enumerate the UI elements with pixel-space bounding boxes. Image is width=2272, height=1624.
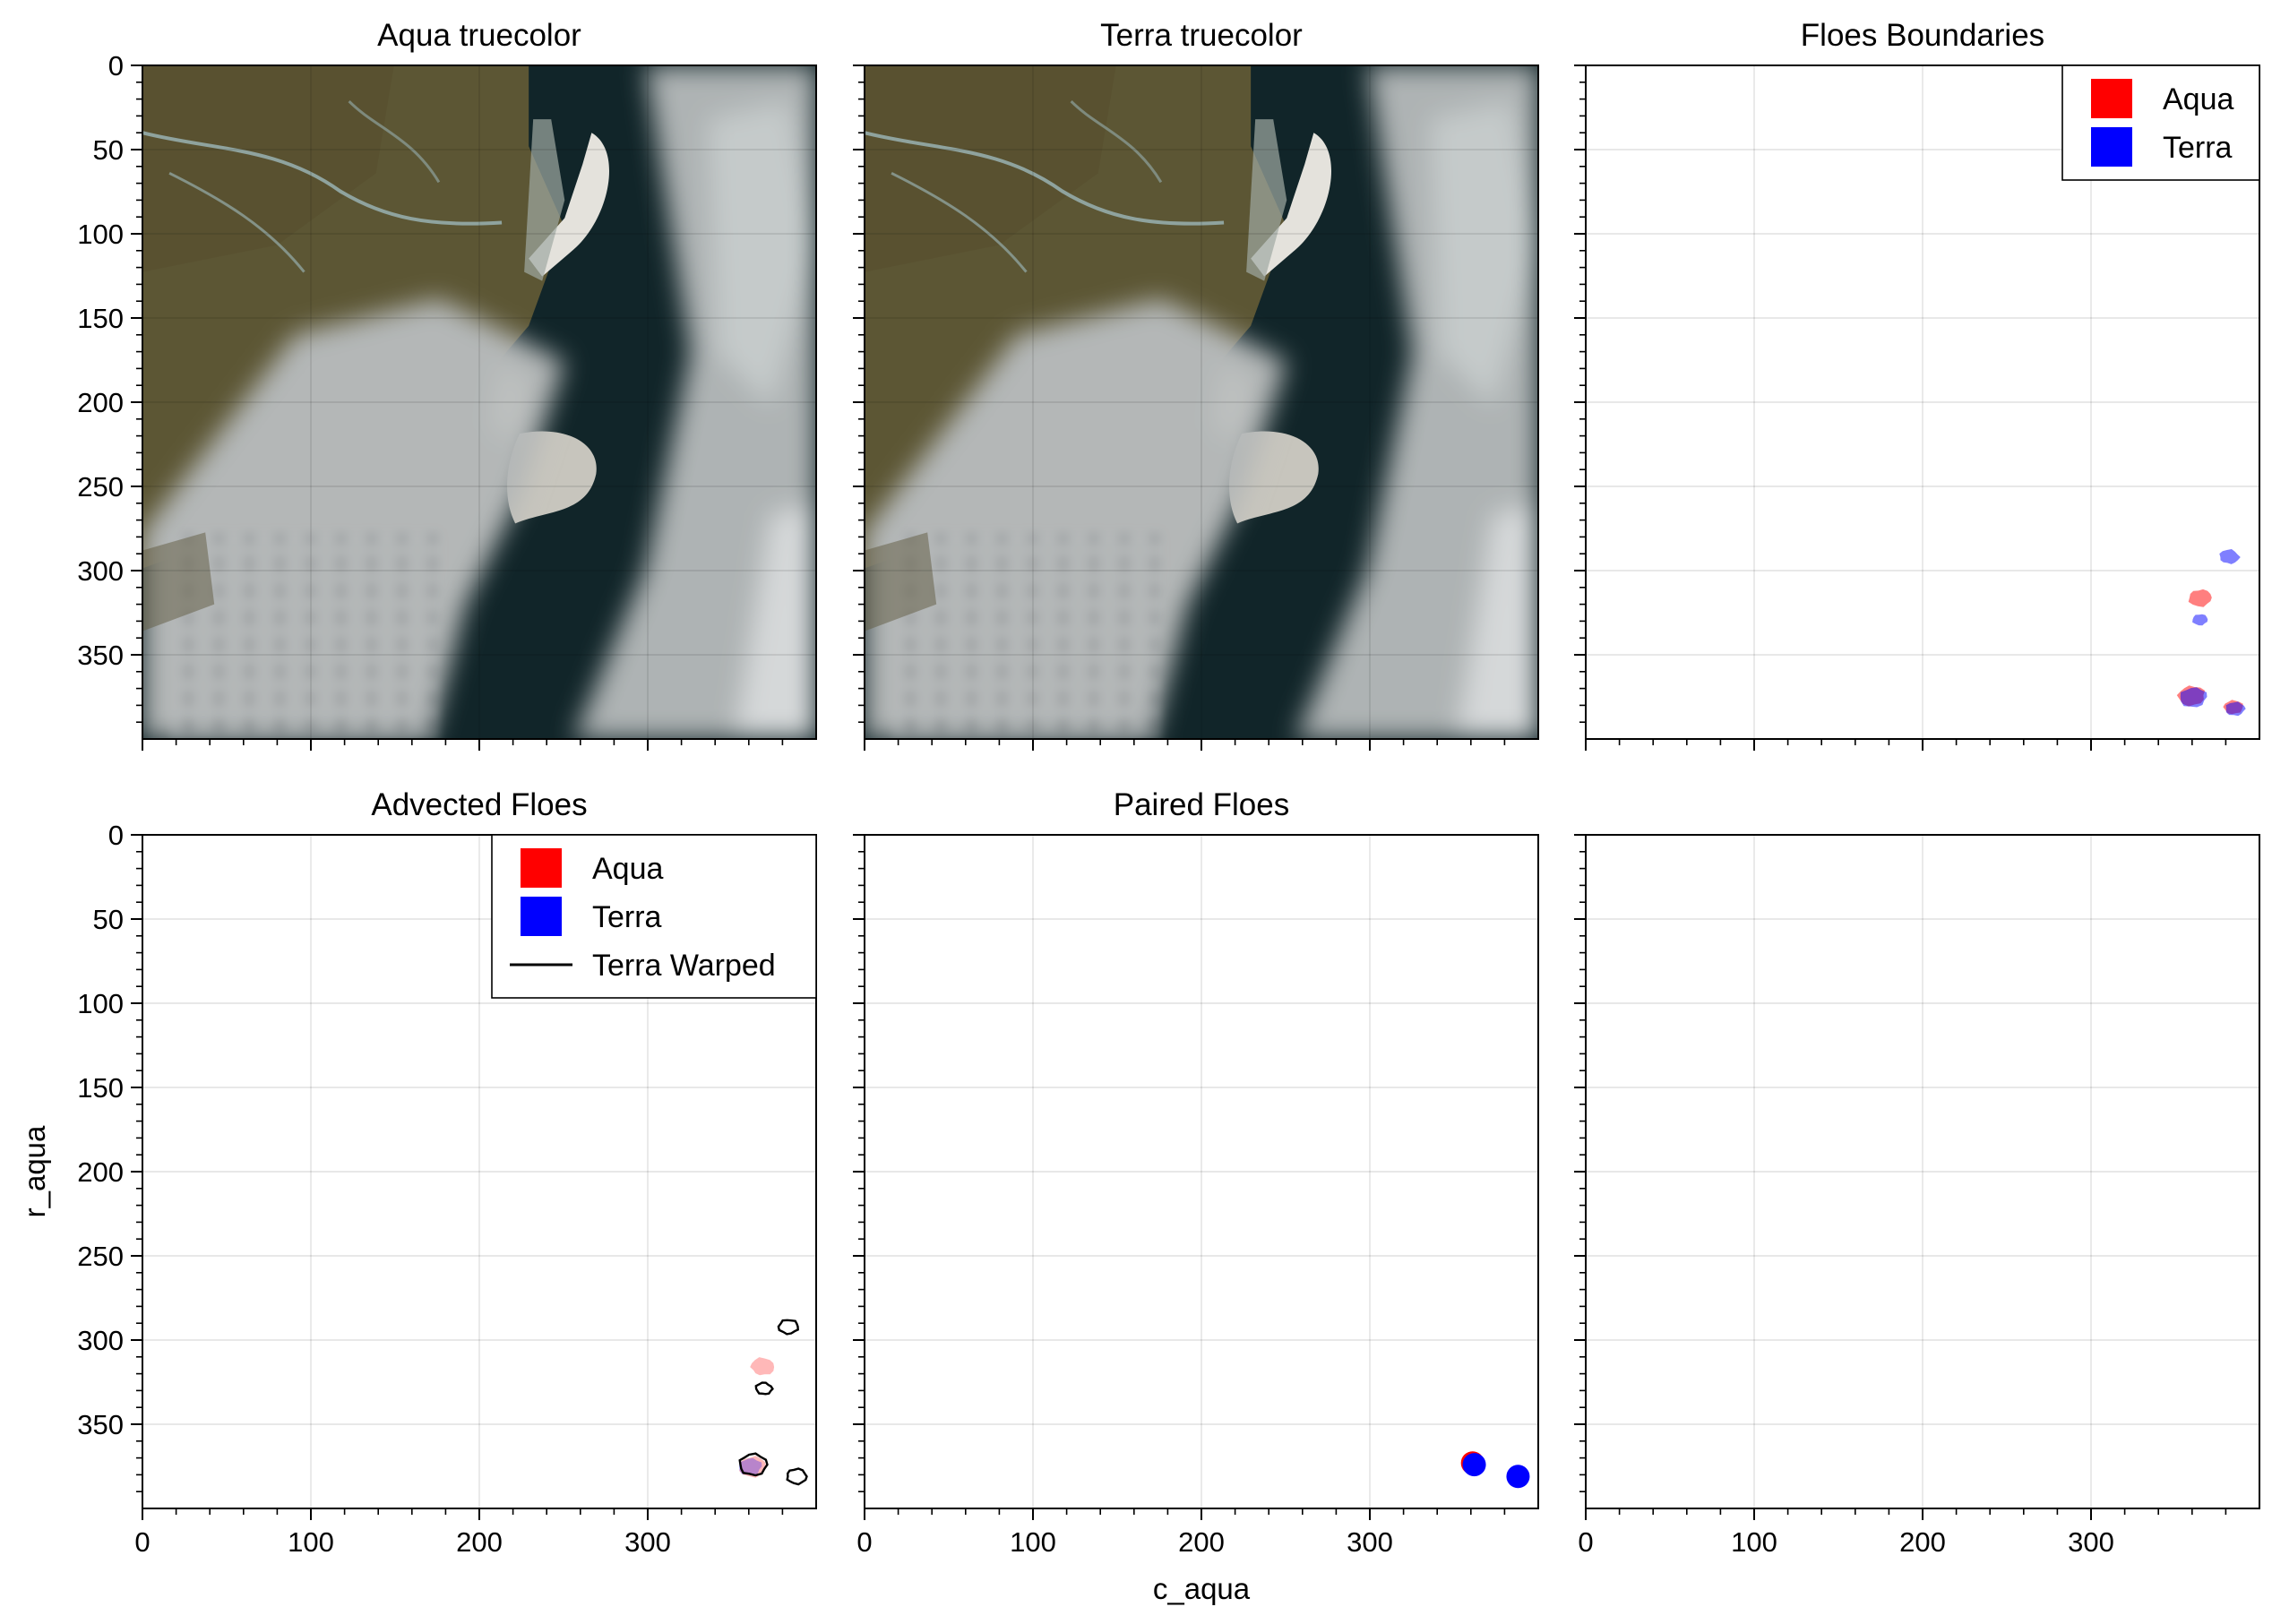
x-tick-label: 300 (1347, 1526, 1393, 1558)
y-tick-label: 50 (93, 904, 124, 935)
panel-empty-panel: 0 100 200 300 (1574, 834, 2260, 1558)
floe-terra (2219, 549, 2241, 564)
y-tick-label: 150 (77, 303, 124, 334)
x-tick-label: 0 (856, 1526, 872, 1558)
y-tick-label: 150 (77, 1072, 124, 1104)
panel-floes-boundaries: Floes Boundaries Aqua Terra (1574, 18, 2260, 751)
legend-swatch-aqua (521, 848, 562, 888)
advected-aqua-floe (750, 1357, 775, 1376)
x-axis-label: c_aqua (1153, 1572, 1251, 1605)
terra-warped-outline (738, 1452, 769, 1477)
panel-terra-truecolor: Terra truecolor (853, 18, 1539, 751)
paired-terra-point (1506, 1465, 1530, 1489)
legend-label: Terra Warped (592, 949, 776, 983)
terra-warped-outline (777, 1319, 799, 1336)
y-tick-label: 350 (77, 640, 124, 671)
legend: Aqua Terra Terra Warped (491, 834, 817, 999)
x-tick-label: 200 (456, 1526, 503, 1558)
floe-terra (2225, 701, 2246, 717)
x-tick-label: 200 (1899, 1526, 1946, 1558)
terra-warped-outline (754, 1381, 774, 1396)
panel-title: Aqua truecolor (377, 18, 581, 53)
y-tick-label: 250 (77, 471, 124, 503)
y-tick-label: 100 (77, 219, 124, 250)
floe-aqua (2188, 589, 2212, 607)
legend-label: Aqua (2163, 82, 2233, 116)
panels-layer: 0 50 100 150 200 250 300 350 Aqua truecolor Terra… (18, 18, 2260, 1605)
y-tick-label: 0 (108, 50, 124, 82)
panel-aqua-truecolor: 0 50 100 150 200 250 300 350 Aqua truecolor (77, 18, 817, 751)
panel-title: Advected Floes (371, 787, 587, 822)
y-tick-label: 200 (77, 387, 124, 418)
paired-terra-point (1462, 1453, 1486, 1477)
terra-warped-outline (786, 1467, 808, 1486)
x-tick-label: 0 (134, 1526, 150, 1558)
legend-swatch-terra (2091, 127, 2132, 167)
y-axis-label: r_aqua (18, 1125, 51, 1217)
panel-paired-floes: 0 100 200 300 Paired Floes (853, 787, 1539, 1558)
panel-title: Floes Boundaries (1801, 18, 2044, 53)
x-tick-label: 100 (1731, 1526, 1777, 1558)
legend-swatch-terra (521, 897, 562, 936)
x-tick-label: 100 (1010, 1526, 1056, 1558)
legend-swatch-aqua (2091, 79, 2132, 118)
panel-advected-floes: 0 100 200 300 0 50 100 150 200 250 300 350 Advected … (77, 787, 817, 1558)
legend-label: Terra (2163, 131, 2233, 165)
legend-label: Terra (592, 900, 662, 934)
y-tick-label: 350 (77, 1409, 124, 1440)
legend-label: Aqua (592, 852, 663, 886)
y-tick-label: 300 (77, 1325, 124, 1356)
x-tick-label: 0 (1578, 1526, 1593, 1558)
y-tick-label: 0 (108, 820, 124, 851)
legend: Aqua Terra (2061, 64, 2260, 181)
panel-title: Paired Floes (1114, 787, 1289, 822)
x-tick-label: 300 (624, 1526, 671, 1558)
y-tick-label: 200 (77, 1156, 124, 1188)
y-tick-label: 50 (93, 134, 124, 166)
panel-title: Terra truecolor (1100, 18, 1303, 53)
y-tick-label: 250 (77, 1241, 124, 1272)
x-tick-label: 100 (288, 1526, 334, 1558)
y-tick-label: 300 (77, 555, 124, 587)
floe-terra (2180, 687, 2207, 708)
floe-terra (2192, 614, 2208, 626)
x-tick-label: 200 (1178, 1526, 1225, 1558)
y-tick-label: 100 (77, 988, 124, 1019)
x-tick-label: 300 (2068, 1526, 2114, 1558)
advected-terra-floe (738, 1457, 762, 1475)
